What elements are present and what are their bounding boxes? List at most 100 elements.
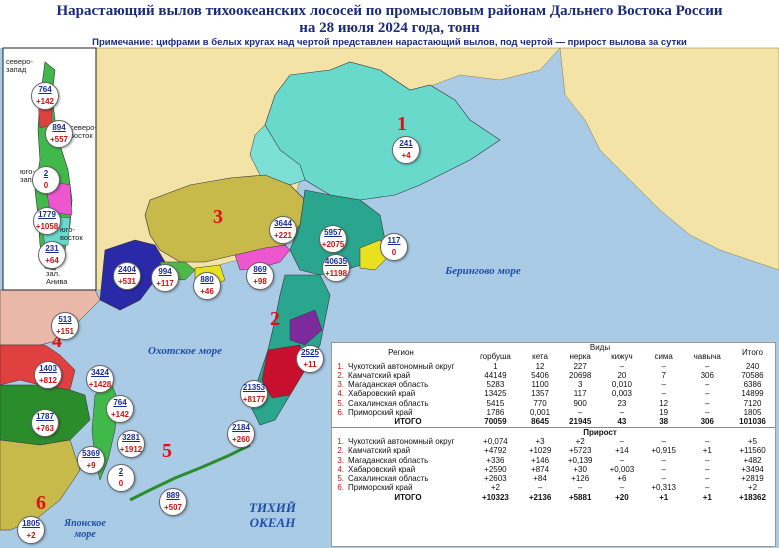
- table-cell: +2: [747, 483, 758, 493]
- region-primorye: [0, 439, 81, 531]
- table-cell: –: [619, 436, 625, 446]
- table-cell: –: [705, 483, 710, 493]
- table-row: 1. Чукотский автономный округ +0,074 +3 +2 – –…: [332, 437, 775, 446]
- table-cell: +2: [575, 436, 585, 446]
- table-cell: +2590: [484, 464, 507, 474]
- region-number-5: 5: [162, 440, 172, 462]
- table-cell: +30: [573, 464, 587, 474]
- table-cell: 19: [659, 408, 669, 418]
- catch-bubble: 241 +4: [392, 136, 420, 164]
- table-cell: +874: [531, 464, 550, 474]
- catch-bubble: 1787 +763: [31, 409, 59, 437]
- table-cell: –: [661, 361, 666, 371]
- table-cell: +0,074: [483, 436, 508, 446]
- row-region: Сахалинская область: [348, 398, 429, 408]
- table-cell: 0,003: [611, 389, 632, 399]
- catch-bubble: 1805 +2: [17, 516, 45, 544]
- table-cell: –: [705, 408, 710, 418]
- row-index: 4.: [337, 464, 344, 474]
- row-index: 3.: [337, 455, 344, 465]
- region-number-3: 3: [213, 206, 223, 228]
- table-cell: –: [705, 361, 710, 371]
- table-cell: –: [619, 361, 625, 371]
- table-cell: –: [705, 380, 710, 390]
- table-cell: 5406: [531, 370, 549, 380]
- table-cell: +336: [486, 455, 505, 465]
- kamchatka-red: [261, 344, 306, 399]
- table-cell: –: [705, 455, 710, 465]
- table-cell: 21945: [569, 417, 592, 427]
- table-cell: –: [705, 398, 710, 408]
- table-cell: 14899: [741, 389, 764, 399]
- table-row: 3. Магаданская область 5283 1100 3 0,010 – – 638…: [332, 380, 775, 389]
- table-cell: 70586: [741, 370, 764, 380]
- table-cell: +84: [533, 474, 547, 484]
- table-cell: –: [661, 380, 666, 390]
- map-title: Нарастающий вылов тихоокеанских лососей …: [56, 3, 723, 19]
- inset-label-nw: северо-запад: [6, 57, 33, 74]
- table-cell: +0,313: [651, 483, 677, 493]
- table-cell: 0,001: [530, 408, 551, 418]
- catch-bubble: 1403 +812: [34, 361, 62, 389]
- catch-bubble: 764 +142: [31, 82, 59, 110]
- col-header-species-group: Виды: [589, 343, 611, 352]
- col-header-species: сима: [654, 352, 673, 362]
- table-row: 6. Приморский край +2 – – – +0,313 – +2: [332, 483, 775, 492]
- table-cell: +6: [617, 474, 627, 484]
- catch-bubble: 40635 +1198: [322, 254, 350, 282]
- table-cell: 12: [535, 361, 545, 371]
- table-row: 3. Магаданская область +336 +146 +0,139 – – – +4…: [332, 456, 775, 465]
- col-header-region: Регион: [388, 347, 414, 357]
- catch-bubble: 3644 +221: [269, 216, 297, 244]
- row-region: Приморский край: [348, 408, 413, 418]
- row-index: 2.: [337, 446, 344, 456]
- table-cell: +0,003: [609, 464, 635, 474]
- catch-total-row: ИТОГО 70059 8645 21945 43 38 306 101036: [332, 417, 775, 427]
- catch-bubble: 1779 +1058: [33, 207, 61, 235]
- row-region: Чукотский автономный округ: [348, 361, 455, 371]
- row-region: Чукотский автономный округ: [348, 436, 455, 446]
- table-cell: –: [705, 474, 710, 484]
- region-number-2: 2: [270, 308, 280, 330]
- table-row: 5. Сахалинская область +2603 +84 +126 +6 – – +28…: [332, 474, 775, 483]
- table-cell: 20: [617, 370, 627, 380]
- row-index: 1.: [337, 436, 344, 446]
- catch-table: Регион Виды Итого горбуша кета нерка киж…: [332, 343, 775, 502]
- table-cell: 306: [700, 370, 714, 380]
- table-cell: +2603: [484, 474, 507, 484]
- table-cell: –: [705, 436, 710, 446]
- alaska-land: [559, 47, 779, 271]
- row-region: Хабаровский край: [348, 389, 416, 399]
- table-cell: +1029: [528, 446, 552, 456]
- table-cell: 0,010: [611, 380, 632, 390]
- col-header-total: Итого: [742, 347, 763, 357]
- map-subtitle: на 28 июля 2024 года, тонн: [299, 20, 480, 36]
- table-cell: –: [661, 436, 666, 446]
- inset-label-se: юго-восток: [60, 225, 83, 242]
- table-cell: 1357: [531, 389, 549, 399]
- catch-bubble: 5957 +2075: [319, 225, 347, 253]
- table-row: 4. Хабаровский край +2590 +874 +30 +0,003 – – +3…: [332, 465, 775, 474]
- region-number-6: 6: [36, 492, 46, 514]
- row-region: Камчатский край: [348, 370, 411, 380]
- table-cell: +0,915: [651, 446, 677, 456]
- catch-bubble: 3281 +1912: [117, 430, 145, 458]
- row-region: Магаданская область: [348, 455, 429, 465]
- table-cell: 5415: [486, 398, 505, 408]
- catch-bubble: 869 +98: [246, 262, 274, 290]
- inset-label-ne: северо-восток: [70, 123, 97, 140]
- row-index: 6.: [337, 408, 344, 418]
- catch-total-label: ИТОГО: [394, 417, 422, 427]
- table-cell: 227: [573, 361, 587, 371]
- table-cell: 43: [617, 417, 627, 427]
- catch-bubble: 894 +557: [45, 120, 73, 148]
- catch-bubble: 5369 +9: [77, 446, 105, 474]
- row-index: 3.: [337, 380, 344, 390]
- row-index: 5.: [337, 474, 344, 484]
- sea-label-okhotsk: Охотское море: [147, 345, 223, 357]
- magadan-coast-pink: [234, 244, 291, 271]
- table-cell: –: [619, 455, 625, 465]
- catch-bubble: 764 +142: [106, 395, 134, 423]
- table-row: 1. Чукотский автономный округ 1 12 227 – – – 240: [332, 362, 775, 371]
